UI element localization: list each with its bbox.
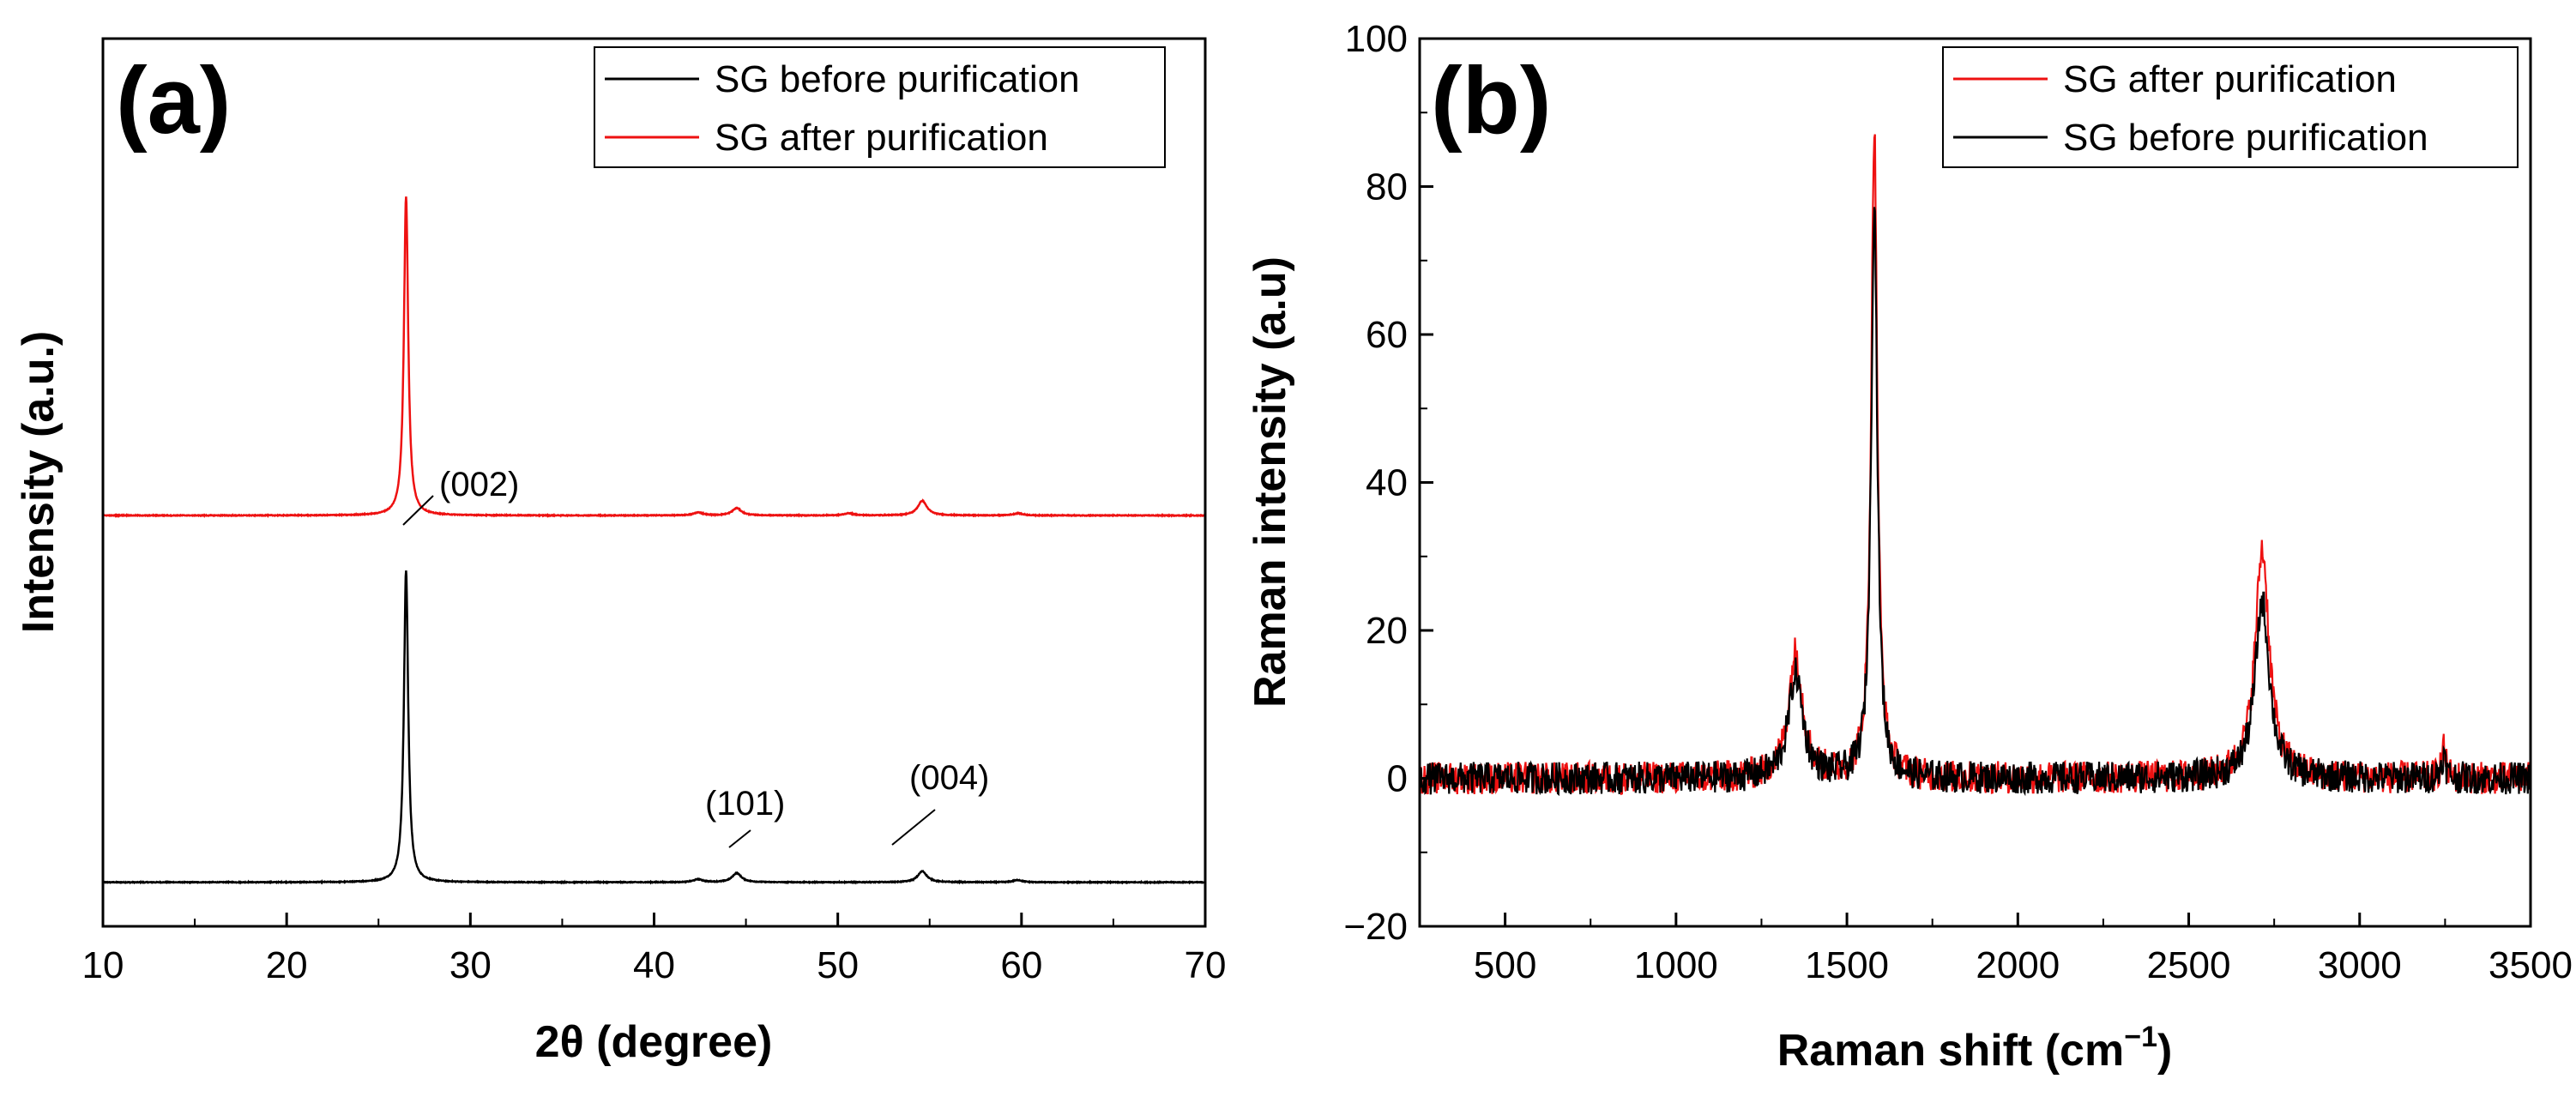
panel-b-label: (b) xyxy=(1431,48,1551,154)
y-tick-label: −20 xyxy=(1343,906,1408,948)
annotation-101: (101) xyxy=(705,785,785,823)
x-tick-label: 20 xyxy=(266,944,308,986)
panel-b-x-ticks: 500 1000 1500 2000 2500 3000 3500 xyxy=(1419,913,2573,986)
panel-a-annotations: (002) (101) (004) xyxy=(402,466,989,848)
annotation-leader xyxy=(402,495,434,526)
y-tick-label: 80 xyxy=(1366,166,1408,208)
panel-b-series-before xyxy=(1418,207,2532,797)
panel-b-y-ticks: −20 0 20 40 60 80 100 xyxy=(1343,18,1433,948)
y-tick-label: 0 xyxy=(1387,758,1408,800)
panel-a: (002) (101) (004) 10 20 30 40 50 60 70 (a) 2θ (d… xyxy=(14,37,1227,1067)
panel-a-series xyxy=(102,196,1206,885)
panel-b-x-axis-label-end: ) xyxy=(2157,1026,2172,1076)
x-tick-label: 30 xyxy=(449,944,492,986)
panel-a-y-axis-label: Intensity (a.u.) xyxy=(14,331,63,633)
panel-a-series-after xyxy=(102,196,1206,518)
x-tick-label: 10 xyxy=(82,944,124,986)
panel-b-x-axis-label-main: Raman shift (cm xyxy=(1777,1026,2125,1076)
panel-a-legend-after: SG after purification xyxy=(715,117,1048,159)
panel-b-series-after xyxy=(1418,134,2531,796)
x-tick-label: 1500 xyxy=(1805,944,1889,986)
x-tick-label: 500 xyxy=(1474,944,1536,986)
panel-a-series-before xyxy=(102,570,1205,885)
panel-b-y-axis-label: Raman intensity (a.u) xyxy=(1246,256,1295,708)
panel-b-legend: SG after purification SG before purifica… xyxy=(1942,46,2519,168)
panel-a-legend-before: SG before purification xyxy=(715,58,1080,100)
panel-b-legend-after: SG after purification xyxy=(2063,58,2397,100)
x-tick-label: 60 xyxy=(1000,944,1042,986)
y-tick-label: 60 xyxy=(1366,314,1408,356)
x-tick-label: 70 xyxy=(1185,944,1227,986)
x-tick-label: 2000 xyxy=(1976,944,2060,986)
panel-b-x-axis-label-sup: −1 xyxy=(2124,1021,2157,1053)
panel-b-series xyxy=(1418,134,2532,797)
panel-b-x-axis-label: Raman shift (cm−1) xyxy=(1777,1021,2173,1076)
panel-a-legend-box xyxy=(594,46,1166,168)
annotation-004: (004) xyxy=(909,759,989,797)
x-tick-label: 1000 xyxy=(1634,944,1718,986)
panel-a-legend: SG before purification SG after purifica… xyxy=(594,46,1166,168)
panel-a-frame xyxy=(101,37,1207,928)
panel-a-label: (a) xyxy=(116,48,231,154)
panel-a-x-ticks: 10 20 30 40 50 60 70 xyxy=(82,913,1227,986)
panel-b: 500 1000 1500 2000 2500 3000 3500 −20 0 20 40 60 80… xyxy=(1246,18,2573,1076)
panel-b-frame xyxy=(1418,37,2532,928)
x-tick-label: 3500 xyxy=(2489,944,2573,986)
x-tick-label: 40 xyxy=(633,944,675,986)
y-tick-label: 20 xyxy=(1366,610,1408,652)
y-tick-label: 100 xyxy=(1345,18,1408,60)
x-tick-label: 3000 xyxy=(2318,944,2402,986)
panel-b-legend-before: SG before purification xyxy=(2063,117,2428,159)
panel-a-x-axis-label: 2θ (degree) xyxy=(535,1017,773,1067)
annotation-002: (002) xyxy=(439,466,519,503)
y-tick-label: 40 xyxy=(1366,462,1408,504)
annotation-leader xyxy=(728,829,751,848)
panel-b-legend-box xyxy=(1942,46,2519,168)
x-tick-label: 2500 xyxy=(2147,944,2231,986)
annotation-leader xyxy=(891,809,936,846)
x-tick-label: 50 xyxy=(817,944,859,986)
